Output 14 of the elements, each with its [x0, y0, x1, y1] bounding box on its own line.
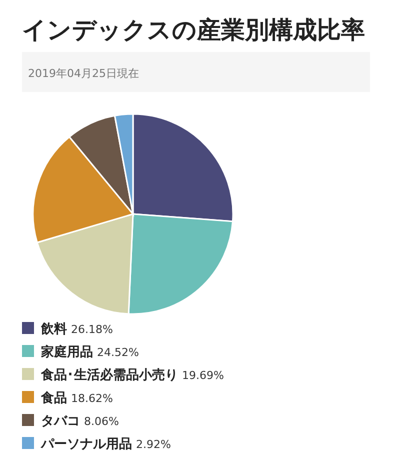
- chart-title: インデックスの産業別構成比率: [22, 16, 365, 44]
- legend-label: 食品･生活必需品小売り: [40, 367, 178, 383]
- legend-label: タバコ: [41, 414, 80, 429]
- data-label: 8.06%: [84, 415, 119, 428]
- chart-subtitle: 2019年04月25日現在: [28, 67, 139, 80]
- data-label: 19.69%: [182, 369, 224, 382]
- data-label: 18.62%: [71, 392, 113, 405]
- legend-label: 家庭用品: [40, 344, 93, 360]
- legend-label: 飲料: [40, 322, 67, 337]
- data-label: 2.92%: [136, 438, 171, 451]
- legend-label: 食品: [40, 391, 67, 406]
- data-label: 24.52%: [97, 346, 139, 359]
- legend-label: パーソナル用品: [40, 437, 132, 452]
- data-label: 26.18%: [71, 323, 113, 336]
